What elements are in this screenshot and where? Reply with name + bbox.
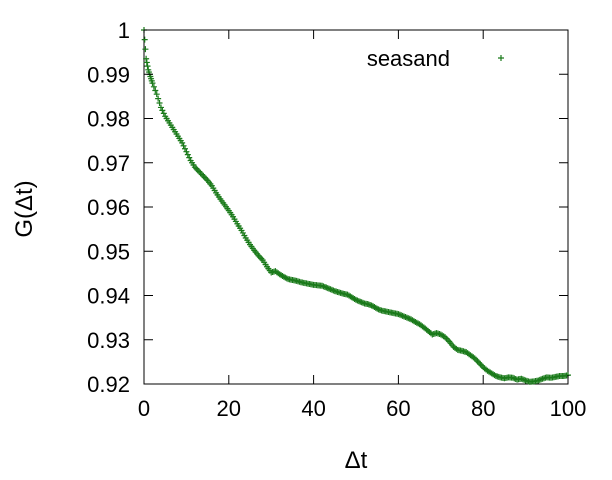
data-point-fill — [186, 154, 193, 161]
legend-marker — [498, 55, 504, 61]
data-point-fill — [143, 59, 150, 66]
y-axis-ticks: 0.92 0.93 0.94 0.95 0.96 0.97 0.98 0.99 1 — [87, 18, 568, 397]
data-point-fill — [181, 145, 188, 152]
plot-frame — [143, 29, 569, 385]
data-point-fill — [152, 87, 159, 94]
legend-entry-seasand: seasand — [367, 46, 450, 71]
data-point — [153, 91, 160, 98]
y-tick-label: 0.96 — [87, 195, 130, 220]
x-tick-label: 40 — [301, 396, 325, 421]
data-point-fill — [193, 165, 200, 172]
data-point-fill — [203, 175, 210, 182]
data-point-fill — [258, 255, 265, 262]
y-tick-label: 0.98 — [87, 107, 130, 132]
y-tick-label: 0.93 — [87, 328, 130, 353]
data-point — [200, 173, 207, 180]
data-point — [196, 168, 203, 175]
data-point-fill — [444, 337, 451, 344]
data-point-fill — [144, 63, 151, 70]
x-tick-label: 100 — [550, 396, 587, 421]
data-point — [143, 55, 150, 62]
x-tick-label: 0 — [138, 396, 150, 421]
data-point-fill — [142, 46, 149, 53]
x-tick-label: 60 — [386, 396, 410, 421]
legend-marker-plus — [498, 55, 504, 61]
data-point-fill — [156, 100, 163, 107]
data-point — [475, 359, 482, 366]
data-point-fill — [150, 83, 157, 90]
y-tick-label: 1 — [118, 18, 130, 43]
y-tick-label: 0.95 — [87, 239, 130, 264]
y-tick-label: 0.97 — [87, 151, 130, 176]
data-point-fill — [184, 151, 191, 158]
data-point-fill — [155, 95, 162, 102]
data-point-fill — [477, 361, 484, 368]
y-axis-label: G(Δt) — [11, 180, 38, 237]
data-point-fill — [141, 36, 148, 43]
data-point — [149, 80, 156, 87]
x-tick-label: 80 — [471, 396, 495, 421]
data-point-fill — [194, 167, 201, 174]
plot-border — [143, 29, 569, 385]
legend: seasand — [367, 46, 504, 71]
data-point-fill — [201, 174, 208, 181]
data-point-fill — [197, 170, 204, 177]
data-point-fill — [256, 254, 263, 261]
x-axis-label: Δt — [345, 447, 368, 474]
data-point-fill — [198, 171, 205, 178]
data-point-fill — [180, 142, 187, 149]
y-tick-label: 0.99 — [87, 62, 130, 87]
data-points — [141, 27, 571, 385]
data-point-fill — [474, 358, 481, 365]
data-point — [183, 148, 190, 155]
x-axis-ticks: 0 20 40 60 80 100 — [138, 30, 586, 421]
data-point-fill — [159, 107, 166, 114]
x-tick-label: 20 — [217, 396, 241, 421]
y-tick-label: 0.94 — [87, 284, 130, 309]
data-point — [157, 104, 164, 111]
y-tick-label: 0.92 — [87, 372, 130, 397]
data-point-fill — [160, 110, 167, 117]
